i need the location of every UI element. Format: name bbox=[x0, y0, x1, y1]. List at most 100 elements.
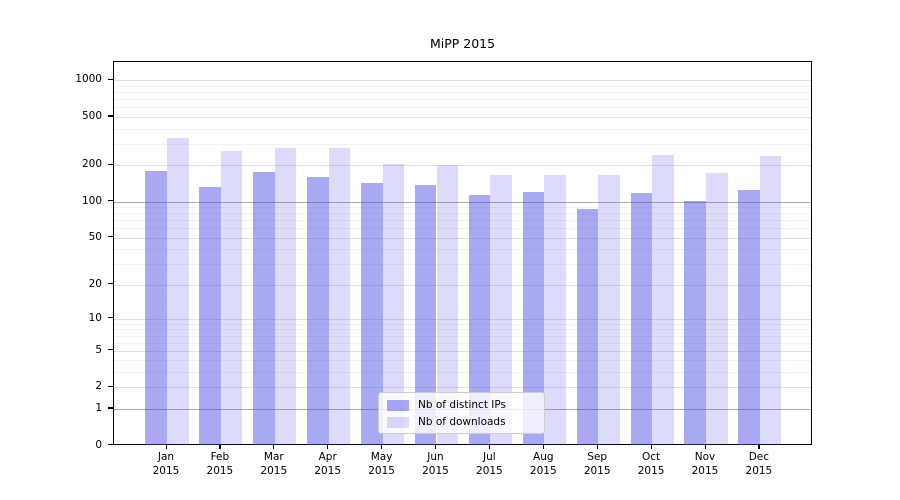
bar-distinct-ips bbox=[468, 194, 491, 445]
bar-distinct-ips bbox=[630, 193, 653, 445]
bar-distinct-ips bbox=[738, 189, 760, 445]
y-axis-tick-label: 10 bbox=[88, 311, 102, 324]
y-axis-tick-label: 2 bbox=[95, 380, 102, 393]
y-tick-mark bbox=[108, 115, 113, 117]
y-tick-mark bbox=[108, 200, 113, 202]
major-gridline bbox=[114, 237, 811, 239]
bar-downloads bbox=[706, 172, 728, 445]
bar-distinct-ips bbox=[522, 191, 545, 445]
bar-downloads bbox=[436, 165, 459, 445]
major-gridline bbox=[114, 165, 811, 167]
major-gridline bbox=[114, 284, 811, 286]
major-gridline bbox=[114, 318, 811, 320]
minor-gridline bbox=[114, 99, 811, 101]
x-tick-mark bbox=[327, 445, 329, 449]
x-tick-mark bbox=[542, 445, 544, 449]
legend-item-downloads: Nb of downloads bbox=[387, 415, 536, 429]
major-gridline bbox=[114, 116, 811, 118]
legend-label-distinct-ips: Nb of distinct IPs bbox=[418, 399, 506, 411]
x-axis-tick-label: Jan 2015 bbox=[152, 451, 180, 477]
y-axis-tick-label: 1000 bbox=[75, 73, 102, 86]
bar-distinct-ips bbox=[684, 201, 706, 445]
bar-downloads bbox=[274, 147, 297, 445]
x-tick-mark bbox=[435, 445, 437, 449]
bar-distinct-ips bbox=[253, 171, 275, 445]
x-axis-tick-label: Aug 2015 bbox=[529, 451, 557, 477]
bar-distinct-ips bbox=[576, 209, 599, 445]
minor-gridline bbox=[114, 360, 811, 362]
minor-gridline bbox=[114, 220, 811, 222]
bar-downloads bbox=[598, 175, 620, 445]
x-tick-mark bbox=[650, 445, 652, 449]
y-tick-mark bbox=[108, 444, 113, 446]
bar-distinct-ips bbox=[199, 187, 221, 445]
legend-label-downloads: Nb of downloads bbox=[418, 416, 506, 428]
y-axis-tick-label: 50 bbox=[88, 230, 102, 243]
x-axis-tick-label: Apr 2015 bbox=[314, 451, 342, 477]
major-gridline bbox=[114, 350, 811, 352]
major-gridline bbox=[114, 80, 811, 82]
minor-gridline bbox=[114, 107, 811, 109]
bar-downloads bbox=[490, 175, 512, 445]
minor-gridline bbox=[114, 128, 811, 130]
minor-gridline bbox=[114, 92, 811, 94]
y-axis-tick-label: 0 bbox=[95, 438, 102, 451]
bar-distinct-ips bbox=[414, 185, 437, 445]
x-axis-tick-label: Nov 2015 bbox=[691, 451, 719, 477]
x-axis-tick-label: Jun 2015 bbox=[422, 451, 449, 477]
y-axis-tick-label: 5 bbox=[95, 343, 102, 356]
bar-distinct-ips bbox=[361, 183, 383, 445]
y-tick-mark bbox=[108, 163, 113, 165]
x-axis-tick-label: Sep 2015 bbox=[583, 451, 611, 477]
legend-swatch-downloads bbox=[387, 416, 409, 428]
bar-downloads bbox=[328, 148, 351, 445]
y-axis-tick-label: 500 bbox=[81, 109, 102, 122]
emphasized-gridline bbox=[114, 201, 811, 203]
x-axis-tick-label: Mar 2015 bbox=[260, 451, 288, 477]
minor-gridline bbox=[114, 335, 811, 337]
minor-gridline bbox=[114, 207, 811, 209]
y-axis-tick-label: 100 bbox=[81, 194, 102, 207]
y-tick-mark bbox=[108, 349, 113, 351]
bar-downloads bbox=[382, 163, 405, 445]
minor-gridline bbox=[114, 342, 811, 344]
x-tick-mark bbox=[704, 445, 706, 449]
minor-gridline bbox=[114, 329, 811, 331]
y-tick-mark bbox=[108, 78, 113, 81]
x-axis-tick-label: Jul 2015 bbox=[476, 451, 503, 477]
minor-gridline bbox=[114, 372, 811, 374]
x-tick-mark bbox=[165, 445, 167, 449]
x-tick-mark bbox=[758, 445, 760, 449]
y-tick-mark bbox=[108, 317, 113, 319]
x-axis-tick-label: Feb 2015 bbox=[206, 451, 234, 477]
bar-downloads bbox=[220, 151, 243, 445]
minor-gridline bbox=[114, 264, 811, 265]
bar-downloads bbox=[167, 138, 189, 445]
y-axis-tick-label: 200 bbox=[81, 158, 102, 171]
y-tick-mark bbox=[108, 283, 113, 285]
x-axis-tick-label: Oct 2015 bbox=[637, 451, 665, 477]
y-tick-mark bbox=[108, 407, 113, 409]
bar-downloads bbox=[544, 174, 566, 445]
bar-distinct-ips bbox=[145, 170, 167, 445]
x-axis-tick-label: Dec 2015 bbox=[745, 451, 773, 477]
chart-title: MiPP 2015 bbox=[429, 36, 496, 51]
bar-distinct-ips bbox=[307, 176, 329, 445]
minor-gridline bbox=[114, 143, 811, 145]
minor-gridline bbox=[114, 213, 811, 215]
plot-area bbox=[113, 61, 812, 445]
x-tick-mark bbox=[381, 445, 383, 449]
x-tick-mark bbox=[488, 445, 491, 449]
x-tick-mark bbox=[596, 445, 598, 449]
major-gridline bbox=[114, 387, 811, 389]
x-tick-mark bbox=[273, 445, 275, 449]
bar-downloads bbox=[652, 154, 674, 445]
minor-gridline bbox=[114, 249, 811, 251]
y-axis-tick-label: 1 bbox=[95, 401, 102, 414]
minor-gridline bbox=[114, 323, 811, 325]
y-tick-mark bbox=[108, 236, 113, 238]
x-axis-tick-label: May 2015 bbox=[368, 451, 395, 477]
x-tick-mark bbox=[219, 445, 221, 449]
bar-downloads bbox=[759, 155, 782, 445]
